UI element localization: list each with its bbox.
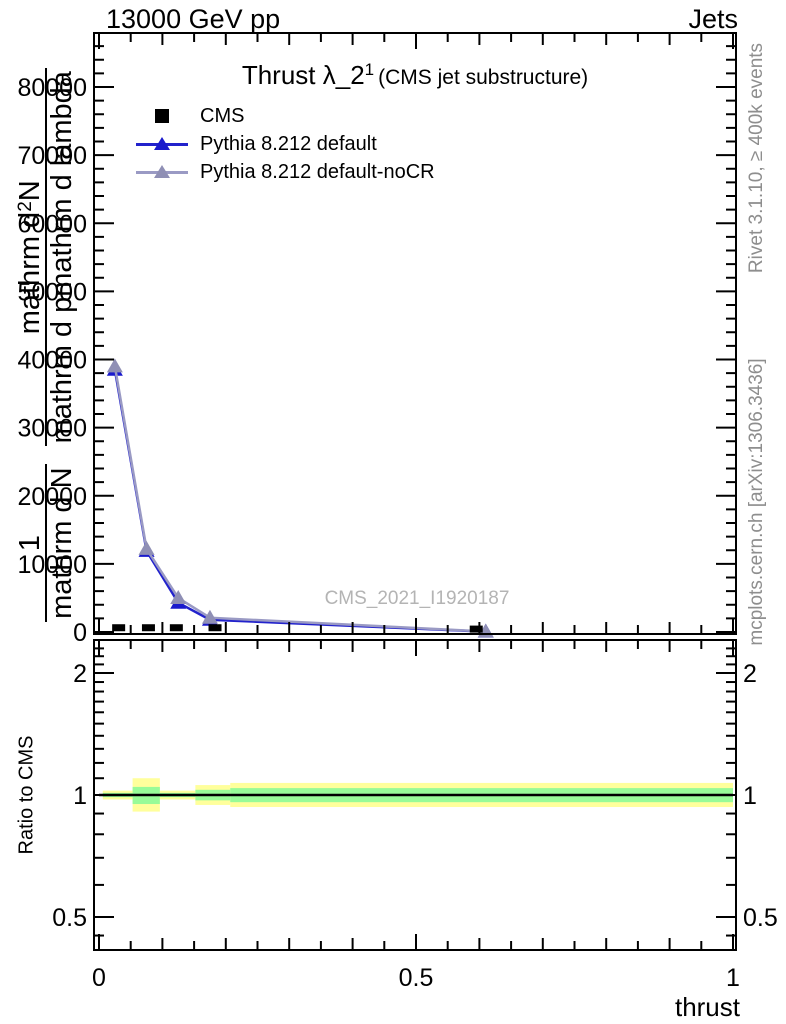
ratio-axis-label: Ratio to CMS [15,735,38,855]
watermark-analysis-id: CMS_2021_I1920187 [324,588,510,609]
svg-text:0: 0 [92,964,106,992]
data-series [106,358,494,638]
svg-text:2: 2 [743,660,757,688]
cms-square-marker-icon [134,106,190,126]
svg-text:30000: 30000 [17,415,87,443]
y-axis-label-fraction-1: 1 mathrm d N [14,464,78,622]
svg-text:0.5: 0.5 [399,964,434,992]
svg-text:80000: 80000 [17,74,87,102]
axis-ticks [95,34,735,949]
svg-text:1: 1 [743,782,757,810]
y-axis-label-fraction-2: mathrm d2N mathrm d pmathrm d lambda [14,68,78,447]
panel-frames [93,32,737,951]
svg-text:20000: 20000 [17,483,87,511]
legend: CMS Pythia 8.212 default Pythia 8.212 de… [134,102,435,186]
plot-title-paren: (CMS jet substructure) [378,66,589,89]
analysis-group-label: Jets [688,4,738,34]
beam-energy-label: 13000 GeV pp [106,4,281,34]
legend-label-cms: CMS [200,104,245,127]
svg-text:10000: 10000 [17,551,87,579]
pythia-default-triangle-marker-icon [134,134,190,154]
mcplots-reference-label: mcplots.cern.ch [arXiv:1306.3436] [746,358,767,646]
pythia-nocr-triangle-marker-icon [134,162,190,182]
plot-title-main: Thrust λ_2 [241,60,365,90]
svg-text:0.5: 0.5 [743,904,778,932]
svg-text:50000: 50000 [17,278,87,306]
svg-text:1: 1 [726,964,740,992]
svg-text:70000: 70000 [17,142,87,170]
y-axis-label: 1 mathrm d N mathrm d2N mathrm d pmathrm… [1,65,91,625]
svg-text:40000: 40000 [17,347,87,375]
rivet-version-label: Rivet 3.1.10, ≥ 400k events [746,42,767,274]
svg-text:1: 1 [73,782,87,810]
axis-tick-labels: 0 10000 20000 30000 40000 50000 60000 70000 8000… [17,74,777,992]
x-axis-label: thrust [674,992,740,1022]
svg-text:0: 0 [73,619,87,647]
legend-label-pythia-nocr: Pythia 8.212 default-noCR [200,160,435,183]
legend-row-pythia-default: Pythia 8.212 default [134,130,435,158]
legend-row-pythia-nocr: Pythia 8.212 default-noCR [134,158,435,186]
legend-row-cms: CMS [134,102,435,130]
legend-label-pythia-default: Pythia 8.212 default [200,132,377,155]
plot-title-superscript: 1 [364,60,375,79]
svg-text:60000: 60000 [17,210,87,238]
svg-text:2: 2 [73,660,87,688]
plot-title: Thrust λ_21 (CMS jet substructure) [242,60,588,91]
svg-text:0.5: 0.5 [52,904,87,932]
